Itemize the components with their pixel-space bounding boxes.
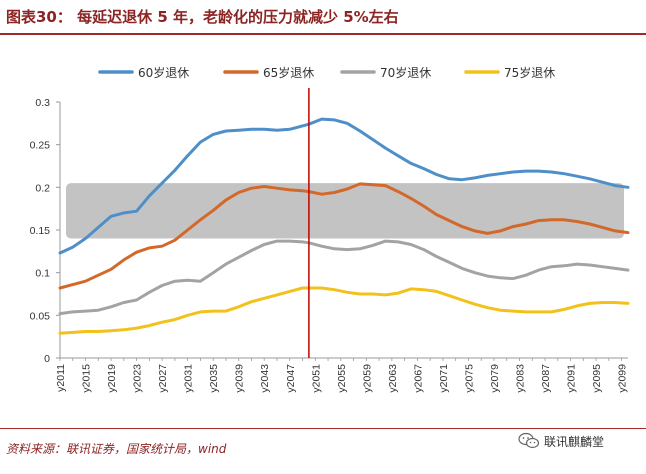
- x-tick-label: y2079: [489, 364, 501, 393]
- x-tick-label: y2067: [412, 364, 424, 393]
- y-tick-label: 0.25: [30, 140, 51, 152]
- x-tick-label: y2095: [591, 364, 603, 393]
- legend-label: 75岁退休: [504, 65, 555, 80]
- x-tick-label: y2055: [336, 364, 348, 393]
- y-tick-label: 0.05: [30, 310, 51, 322]
- title-bar: 图表30： 每延迟退休 5 年，老龄化的压力就减少 5%左右: [0, 0, 646, 35]
- x-tick-label: y2027: [157, 364, 169, 393]
- x-tick-label: y2039: [234, 364, 246, 393]
- series-line-3: [58, 239, 630, 316]
- highlight-band: [66, 183, 624, 239]
- x-tick-label: y2011: [55, 364, 67, 392]
- legend-label: 65岁退休: [263, 65, 314, 80]
- x-tick-label: y2075: [463, 364, 475, 393]
- series-line-2: [58, 182, 630, 290]
- x-tick-label: y2047: [285, 364, 297, 393]
- y-tick-label: 0.1: [35, 268, 50, 280]
- x-tick-label: y2063: [387, 364, 399, 393]
- x-tick-label: y2023: [132, 364, 144, 393]
- x-tick-label: y2043: [259, 364, 271, 393]
- x-tick-label: y2059: [361, 364, 373, 393]
- y-tick-label: 0: [44, 353, 50, 365]
- x-tick-label: y2035: [208, 364, 220, 393]
- x-tick-label: y2031: [183, 364, 195, 393]
- x-tick-label: y2071: [438, 364, 450, 393]
- source-note: 资料来源：联讯证券，国家统计局，wind: [6, 442, 227, 456]
- legend-label: 60岁退休: [138, 65, 189, 80]
- footer-divider: [0, 428, 646, 429]
- x-tick-label: y2019: [106, 364, 118, 393]
- x-tick-label: y2087: [540, 364, 552, 393]
- series-line-1: [58, 117, 630, 255]
- chart-title: 图表30： 每延迟退休 5 年，老龄化的压力就减少 5%左右: [6, 8, 399, 26]
- legend-label: 70岁退休: [380, 65, 431, 80]
- series-line-4: [58, 286, 630, 335]
- x-tick-label: y2083: [515, 364, 527, 393]
- x-tick-label: y2099: [617, 364, 629, 393]
- title-divider: [0, 33, 646, 35]
- y-tick-label: 0.15: [30, 225, 51, 237]
- y-tick-label: 0.2: [35, 182, 50, 194]
- x-tick-label: y2015: [81, 364, 93, 393]
- x-tick-label: y2091: [566, 364, 578, 393]
- y-tick-label: 0.3: [35, 97, 50, 109]
- brand-name: 联讯麒麟堂: [544, 434, 605, 449]
- wechat-icon: [518, 432, 540, 449]
- x-tick-label: y2051: [310, 364, 322, 393]
- brand-watermark: 联讯麒麟堂: [518, 432, 604, 450]
